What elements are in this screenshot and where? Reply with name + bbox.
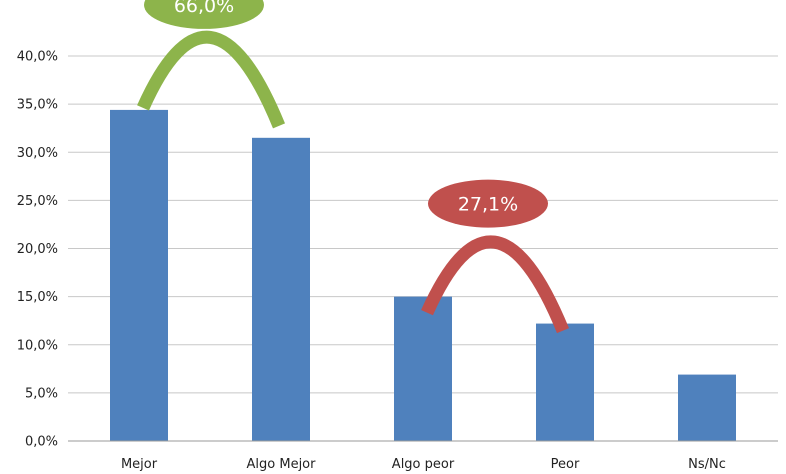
bar xyxy=(110,109,168,442)
category-label: Algo peor xyxy=(392,457,455,472)
category-label: Mejor xyxy=(121,457,158,472)
annotation-arc xyxy=(137,30,286,129)
y-tick-label: 0,0% xyxy=(25,435,58,450)
y-tick-label: 5,0% xyxy=(25,386,58,401)
annotation-bubble xyxy=(428,179,548,228)
bar xyxy=(394,296,452,441)
bar xyxy=(678,374,736,441)
annotation-bubble xyxy=(144,0,264,29)
bars xyxy=(110,109,736,442)
y-tick-label: 25,0% xyxy=(17,194,58,209)
y-tick-label: 40,0% xyxy=(17,50,58,65)
annotations: 66,0% 27,1% xyxy=(137,0,570,334)
category-labels: Mejor Algo Mejor Algo peor Peor Ns/Nc xyxy=(121,457,726,472)
bar xyxy=(536,323,594,441)
category-label: Ns/Nc xyxy=(688,457,726,472)
annotation-arc xyxy=(421,235,570,334)
y-axis-ticks: 0,0% 5,0% 10,0% 15,0% 20,0% 25,0% 30,0% 35,0% 40… xyxy=(17,50,58,450)
annotation-label: 27,1% xyxy=(458,194,518,216)
y-tick-label: 20,0% xyxy=(17,242,58,257)
category-label: Algo Mejor xyxy=(247,457,317,472)
y-tick-label: 15,0% xyxy=(17,290,58,305)
annotation-label: 66,0% xyxy=(174,0,234,17)
bar xyxy=(252,137,310,441)
y-tick-label: 30,0% xyxy=(17,146,58,161)
y-tick-label: 35,0% xyxy=(17,98,58,113)
category-label: Peor xyxy=(551,457,580,472)
y-tick-label: 10,0% xyxy=(17,338,58,353)
